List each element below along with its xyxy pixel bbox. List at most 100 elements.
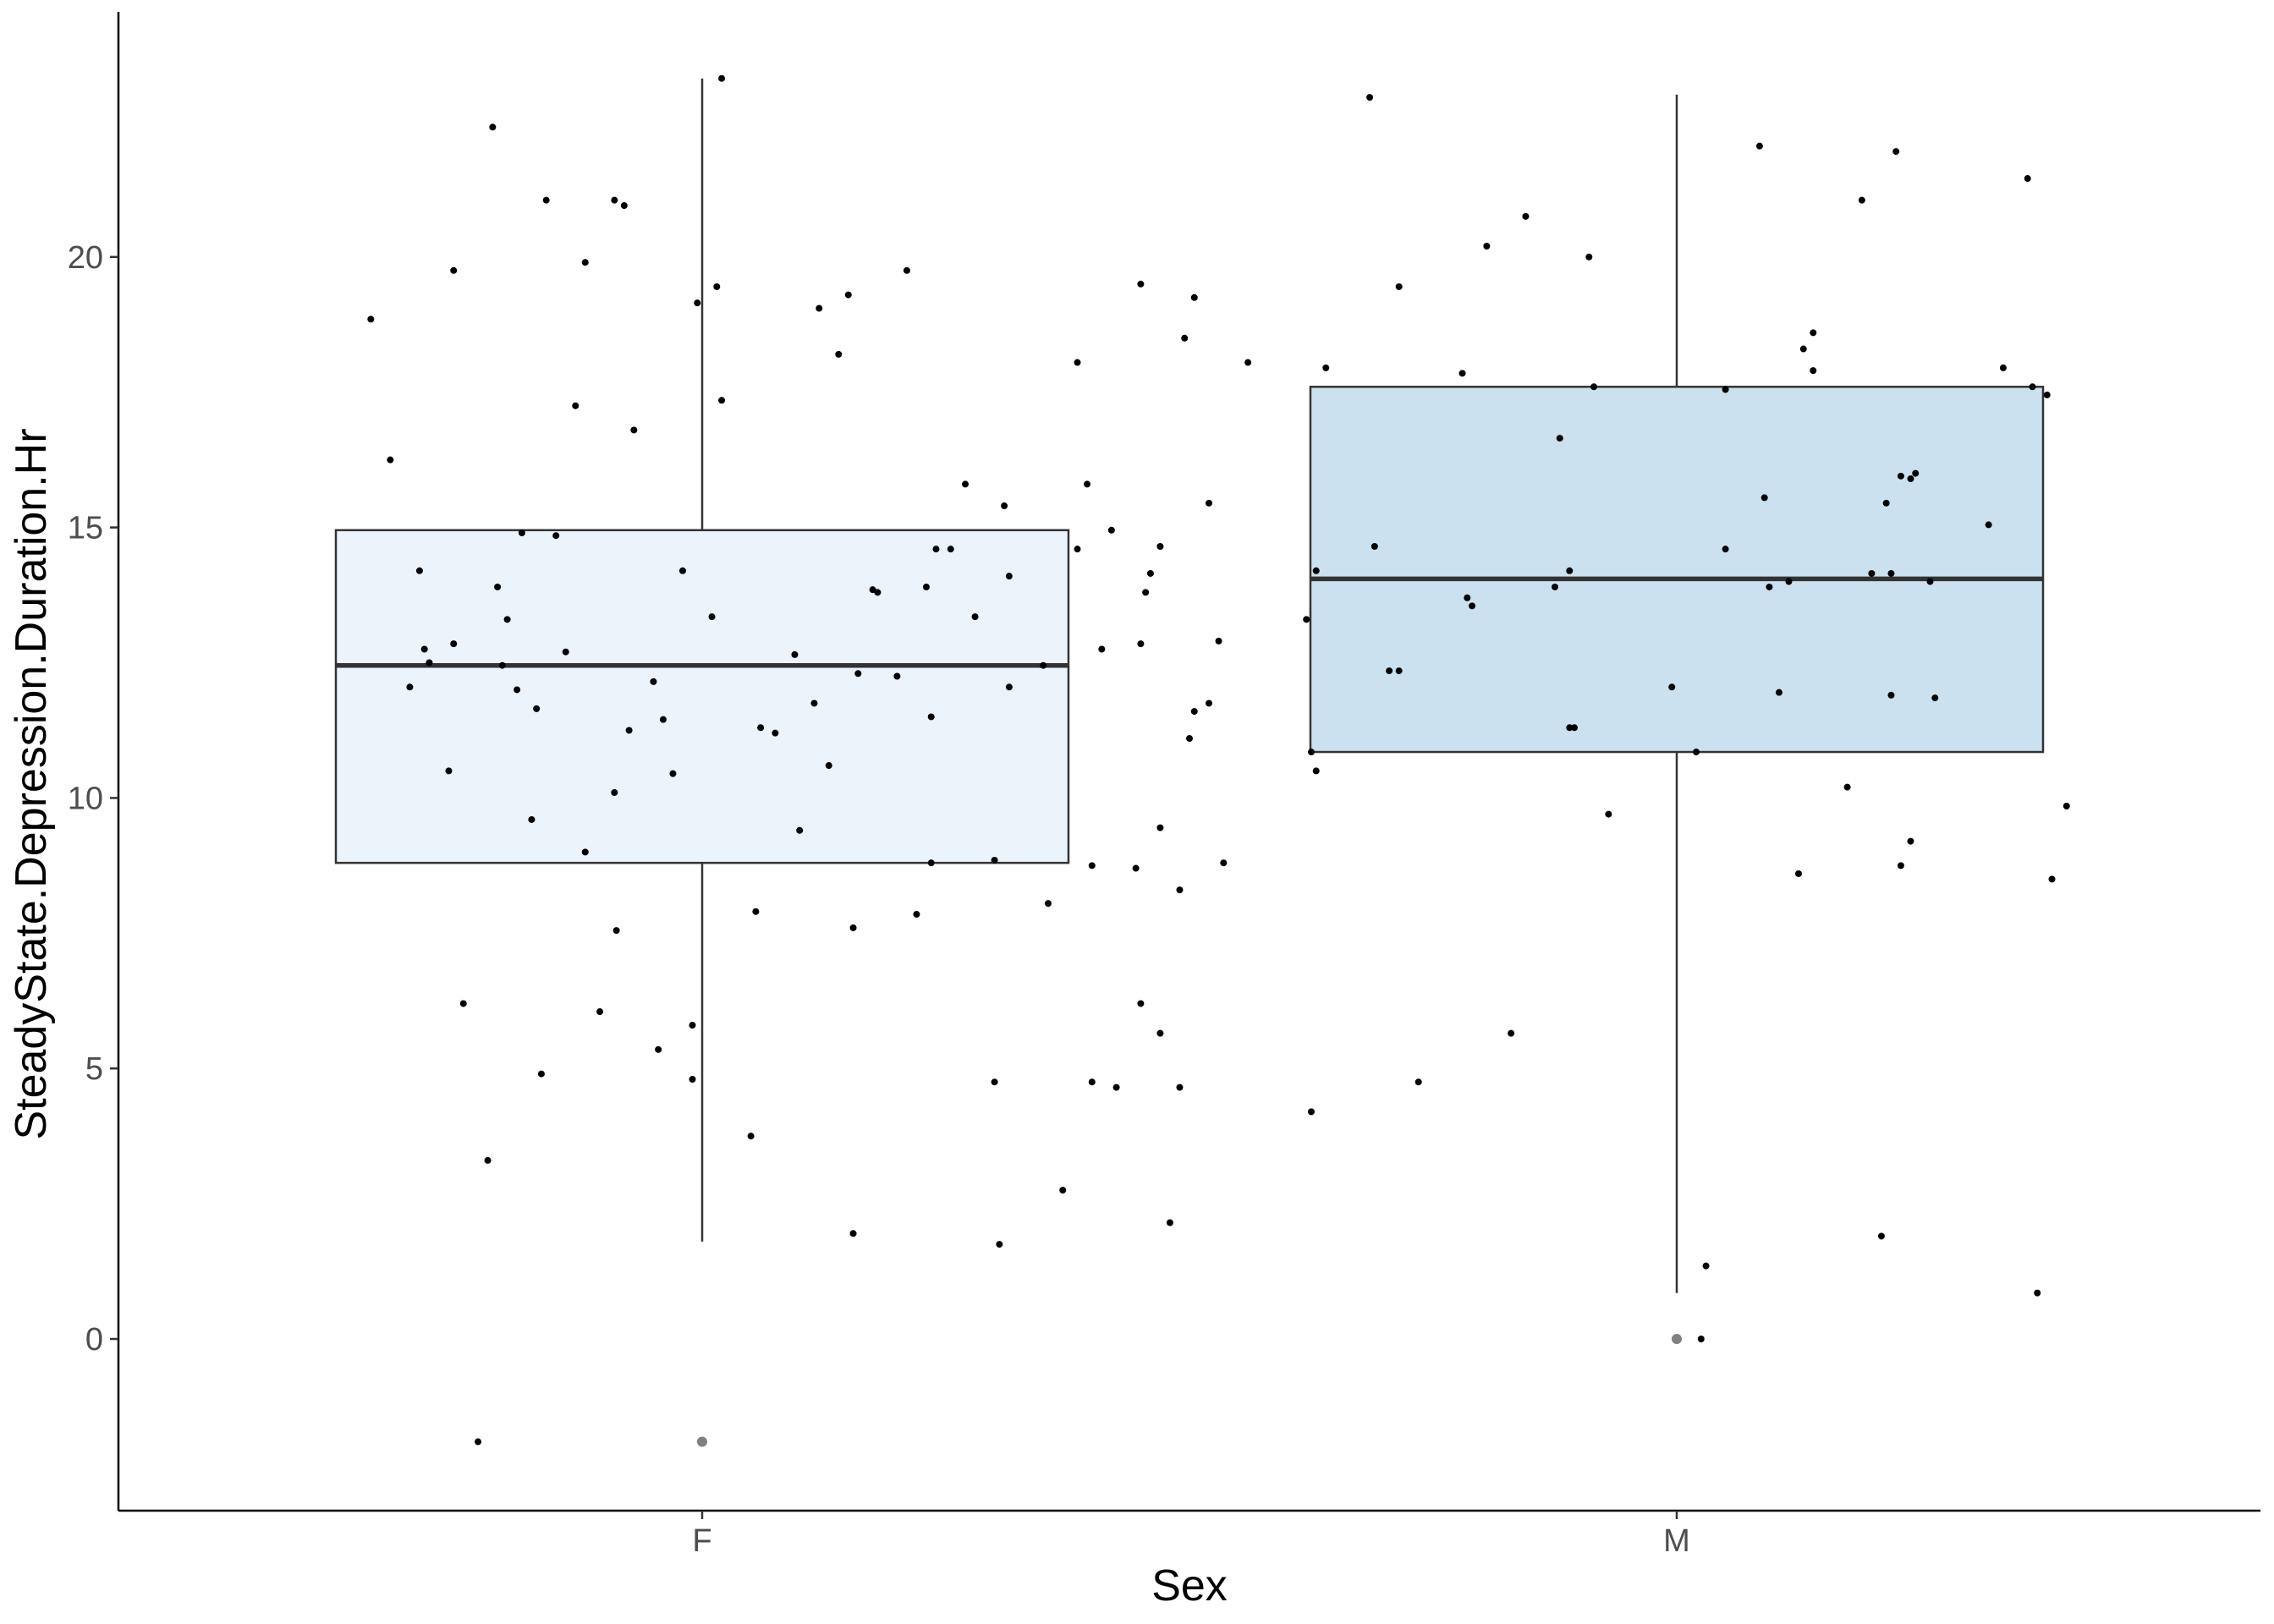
data-point [1146, 569, 1154, 577]
data-point [611, 196, 618, 204]
data-point [1206, 499, 1213, 507]
data-point [1001, 502, 1008, 510]
data-point [991, 856, 998, 864]
data-point [1508, 1029, 1515, 1037]
y-tick-label: 15 [68, 511, 103, 546]
data-point [1458, 370, 1466, 377]
data-point [1931, 694, 1939, 702]
data-point [1469, 602, 1476, 610]
data-point [962, 480, 969, 488]
data-point [825, 762, 832, 770]
data-point [1176, 1084, 1184, 1091]
data-point [1985, 521, 1992, 529]
data-point [1312, 567, 1320, 574]
y-tick-label: 0 [85, 1322, 103, 1358]
data-point [1074, 359, 1081, 366]
data-point [1088, 1078, 1096, 1086]
data-point [1206, 700, 1213, 707]
data-point [1084, 480, 1091, 488]
data-point [1074, 546, 1081, 553]
data-point [718, 74, 726, 82]
data-point [612, 927, 620, 935]
data-point [971, 613, 979, 621]
data-point [420, 645, 428, 653]
data-point [1522, 212, 1530, 220]
data-point [528, 815, 536, 823]
data-point [1702, 1262, 1710, 1270]
data-point [991, 1078, 998, 1086]
data-point [630, 426, 638, 434]
data-point [1766, 583, 1773, 590]
data-point [459, 1000, 467, 1007]
data-point [489, 123, 497, 131]
data-point [1308, 1108, 1315, 1116]
data-point [1668, 683, 1676, 691]
data-point [1166, 1219, 1173, 1226]
data-point [542, 196, 550, 204]
data-point [1156, 542, 1164, 550]
data-point [1552, 583, 1558, 590]
data-point [1887, 691, 1895, 699]
data-point [1571, 724, 1579, 732]
data-point [1868, 569, 1876, 577]
data-point [849, 924, 857, 931]
data-point [1107, 526, 1115, 534]
data-point [581, 259, 589, 266]
data-point [752, 908, 760, 915]
data-point [810, 700, 818, 707]
data-point [1005, 683, 1013, 691]
data-point [678, 567, 686, 574]
data-point [659, 716, 667, 723]
data-point [922, 583, 930, 590]
data-point [1244, 359, 1252, 366]
data-point [2063, 802, 2070, 809]
data-point [689, 1022, 696, 1029]
data-point [1040, 661, 1047, 669]
data-point [1370, 542, 1378, 550]
data-point [1858, 196, 1865, 204]
data-point [1308, 749, 1315, 756]
data-point [450, 640, 458, 648]
data-point [1044, 900, 1052, 908]
data-point [1395, 283, 1403, 290]
data-point [903, 266, 910, 274]
data-point [1386, 667, 1393, 675]
data-point [1303, 616, 1310, 623]
y-axis-title: SteadyState.Depression.Duration.Hr [7, 428, 56, 1139]
data-point [533, 705, 541, 712]
data-point [1755, 142, 1763, 150]
data-point [1156, 824, 1164, 831]
data-point [2034, 1289, 2041, 1297]
data-point [1693, 749, 1700, 756]
data-point [1912, 469, 1920, 477]
box-rect [334, 529, 1070, 864]
data-point [1156, 1029, 1164, 1037]
data-point [484, 1156, 492, 1164]
data-point [620, 202, 628, 210]
data-point [1414, 1078, 1422, 1086]
data-point [791, 650, 799, 658]
outlier-point [697, 1436, 707, 1447]
data-point [772, 729, 779, 737]
data-point [1142, 589, 1150, 596]
x-tick-label: F [692, 1523, 711, 1559]
data-point [1760, 494, 1768, 502]
data-point [1215, 637, 1222, 645]
y-tick-label: 20 [68, 240, 103, 276]
data-point [854, 670, 862, 678]
data-point [1907, 837, 1914, 845]
data-point [718, 397, 726, 404]
data-point [932, 546, 940, 553]
y-tick-label: 10 [68, 781, 103, 816]
data-point [1395, 667, 1403, 675]
data-point [537, 1070, 545, 1078]
data-point [387, 456, 394, 464]
data-point [1088, 862, 1096, 870]
data-point [893, 672, 901, 680]
data-point [708, 613, 716, 621]
data-point [1112, 1084, 1120, 1091]
data-point [913, 910, 920, 918]
data-point [816, 304, 823, 312]
data-point [1186, 735, 1193, 743]
